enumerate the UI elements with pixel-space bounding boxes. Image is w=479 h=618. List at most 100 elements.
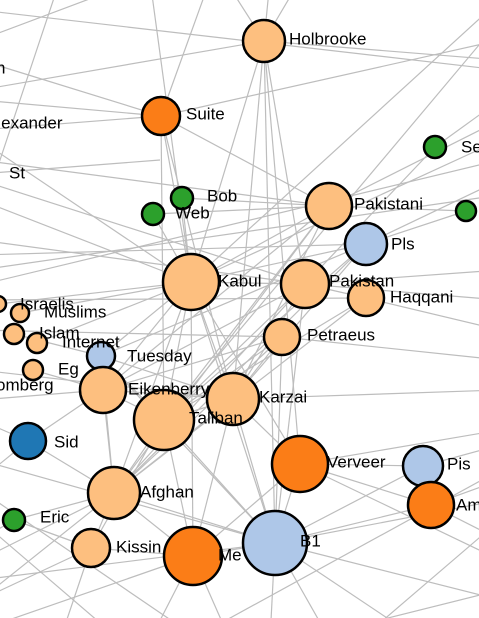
node-muslims[interactable] [9, 302, 31, 324]
node-bob[interactable] [169, 185, 195, 211]
node-label-petraeus: Petraeus [307, 325, 375, 344]
node-taliban[interactable] [132, 388, 196, 452]
graph-edge [0, 115, 162, 130]
graph-edge [263, 40, 479, 59]
graph-edge [160, 115, 330, 207]
graph-edge [0, 65, 162, 117]
node-petraeus[interactable] [262, 317, 302, 357]
node-label-am: Am [456, 495, 479, 514]
node-label-n-partial: n [0, 58, 5, 77]
node-b1[interactable] [241, 509, 309, 577]
node-label-pls: Pls [391, 234, 415, 253]
graph-edge [102, 205, 330, 391]
node-label-kissinger: Kissin [116, 537, 161, 556]
graph-edge [190, 18, 479, 283]
node-eg[interactable] [21, 358, 45, 382]
graph-edge [365, 297, 479, 326]
node-islam[interactable] [2, 322, 26, 346]
node-label-afghan: Afghan [140, 482, 194, 501]
graph-edge [0, 0, 54, 162]
node-label-eric: Eric [40, 507, 70, 526]
graph-edge [113, 336, 283, 494]
graph-edge [0, 542, 276, 579]
graph-edge [0, 197, 479, 268]
graph-edge [0, 242, 306, 285]
graph-edge [0, 164, 479, 281]
node-label-kabul: Kabul [218, 271, 261, 290]
graph-edge [190, 40, 265, 283]
node-label-bob: Bob [207, 186, 237, 205]
graph-edge [365, 189, 479, 245]
graph-edge [0, 152, 192, 283]
node-eikenberry[interactable] [78, 365, 128, 415]
node-layer [0, 18, 478, 587]
node-israelis[interactable] [0, 294, 8, 314]
graph-edge [160, 44, 479, 117]
node-kabul[interactable] [161, 252, 221, 312]
node-afghan[interactable] [86, 465, 142, 521]
graph-edge [0, 185, 306, 285]
graph-edge [304, 283, 479, 299]
graph-edge [274, 336, 283, 544]
graph-edge [434, 114, 479, 148]
graph-edge [0, 101, 162, 117]
graph-edge [281, 336, 479, 359]
graph-edge [263, 40, 301, 465]
node-eric[interactable] [1, 507, 27, 533]
node-label-b1: B1 [300, 531, 321, 550]
graph-edge [190, 281, 301, 465]
node-web[interactable] [140, 201, 166, 227]
graph-edge [328, 129, 479, 207]
node-label-internet: Internet [62, 332, 120, 351]
node-label-haqqani: Haqqani [390, 287, 453, 306]
graph-edge [102, 283, 306, 391]
node-green-right[interactable] [454, 199, 478, 223]
graph-edge [0, 162, 330, 207]
node-se[interactable] [422, 134, 448, 160]
node-pakistani[interactable] [304, 181, 354, 231]
node-label-islam: Islam [39, 323, 80, 342]
node-label-israelis: Israelis [20, 294, 74, 313]
graph-edge [232, 390, 479, 400]
node-label-pakistani: Pakistani [354, 194, 423, 213]
node-karzai[interactable] [205, 371, 261, 427]
graph-edge [160, 115, 165, 421]
graph-edge [160, 0, 204, 117]
node-label-muslims: Muslims [44, 302, 106, 321]
node-label-st: St [9, 163, 25, 182]
graph-edge [0, 536, 96, 618]
node-pakistan[interactable] [279, 258, 331, 310]
node-label-holbrooke: Holbrooke [289, 29, 367, 48]
node-label-me: Me [218, 545, 242, 564]
node-sid[interactable] [8, 421, 48, 461]
node-kissinger[interactable] [70, 527, 112, 569]
graph-edge [163, 283, 306, 421]
graph-edge [0, 159, 161, 173]
node-haqqani[interactable] [346, 278, 386, 318]
node-am[interactable] [406, 480, 456, 530]
graph-edge [0, 207, 192, 283]
node-me[interactable] [162, 525, 224, 587]
graph-edge [304, 270, 479, 285]
node-label-web: Web [175, 203, 210, 222]
graph-edge [274, 542, 479, 596]
graph-edge [274, 503, 479, 544]
graph-edge [385, 594, 479, 618]
graph-edge [299, 432, 479, 465]
graph-edge [0, 492, 115, 585]
node-verveer[interactable] [270, 434, 330, 494]
node-pis[interactable] [401, 444, 445, 488]
node-suite[interactable] [140, 95, 182, 137]
node-label-taliban: Taliban [189, 408, 243, 427]
node-pls[interactable] [343, 221, 389, 267]
graph-edge [0, 40, 265, 88]
node-holbrooke[interactable] [241, 18, 287, 64]
graph-edge [274, 283, 306, 544]
graph-edge [0, 329, 283, 338]
node-label-omberg: omberg [0, 375, 54, 394]
graph-edge [0, 0, 89, 34]
node-internet[interactable] [25, 331, 49, 355]
graph-edge [190, 243, 367, 283]
